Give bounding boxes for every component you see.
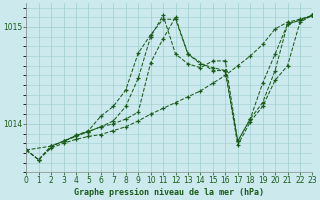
X-axis label: Graphe pression niveau de la mer (hPa): Graphe pression niveau de la mer (hPa) [74, 188, 264, 197]
